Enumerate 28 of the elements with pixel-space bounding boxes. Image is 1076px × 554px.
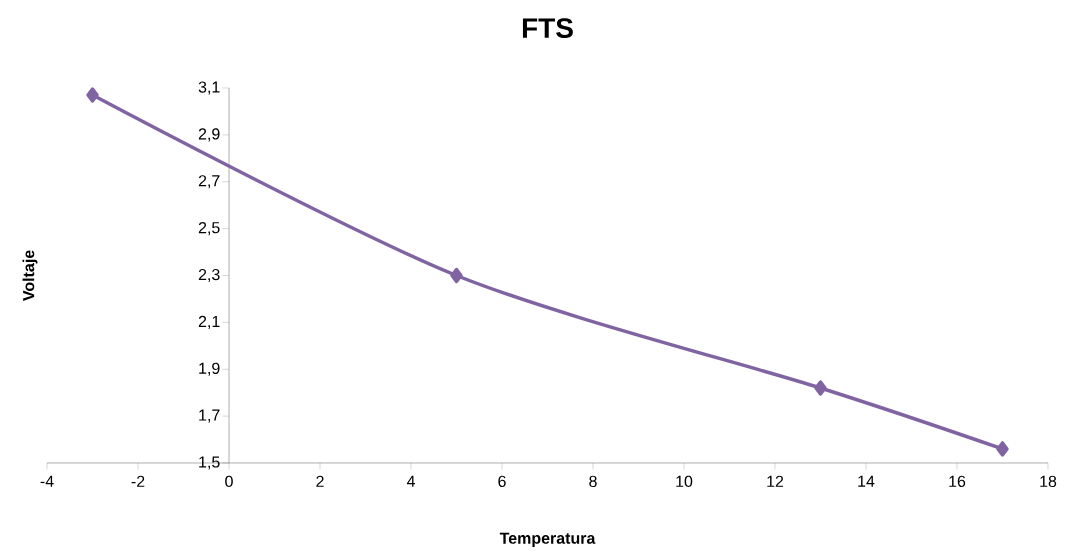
point [996, 441, 1009, 457]
y-tick-label: 2,5 [198, 222, 220, 236]
x-tick-label: -4 [40, 475, 54, 487]
x-tick-label: -2 [131, 475, 145, 487]
y-tick-label: 1,9 [199, 362, 220, 376]
x-tick-label: 12 [767, 475, 784, 487]
point [86, 87, 99, 103]
x-tick-label: 8 [589, 475, 597, 488]
x-tick-label: 4 [406, 475, 415, 487]
y-tick-label: 2,1 [198, 315, 220, 329]
x-tick-label: 2 [316, 475, 324, 487]
y-tick-label: 2,7 [198, 175, 220, 189]
point [450, 267, 463, 284]
chart-title: FTS [522, 18, 573, 38]
y-tick-label: 3,1 [198, 81, 220, 95]
x-tick-label: 18 [1040, 475, 1057, 488]
x-tick-label: 14 [858, 475, 875, 487]
y-tick-label: 2,9 [198, 128, 220, 142]
x-tick-label: 0 [225, 475, 233, 488]
y-tick-label: 1,7 [199, 409, 220, 423]
y-axis-title: Voltaje [22, 250, 38, 302]
y-tick-label: 1,5 [199, 456, 220, 470]
point [814, 380, 827, 396]
x-axis-title: Temperatura [499, 532, 596, 548]
x-tick-label: 10 [676, 475, 693, 488]
y-tick-label: 2,3 [198, 268, 220, 283]
x-tick-label: 6 [498, 475, 506, 488]
x-tick-label: 16 [949, 475, 966, 488]
